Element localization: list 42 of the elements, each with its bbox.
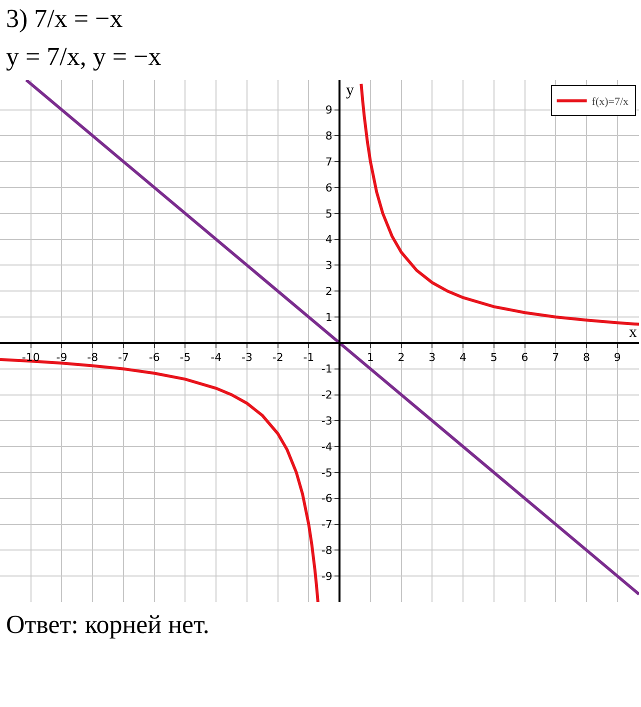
y-tick-label: 1 bbox=[325, 310, 332, 324]
y-tick-label: 2 bbox=[325, 284, 332, 298]
y-tick-label: -7 bbox=[321, 518, 332, 532]
y-tick-label: -3 bbox=[321, 414, 332, 428]
x-tick-label: 1 bbox=[366, 351, 374, 364]
x-tick-label: -9 bbox=[56, 351, 68, 364]
y-tick-label: 3 bbox=[325, 259, 332, 272]
x-tick-label: -6 bbox=[148, 351, 160, 364]
x-tick-label: 2 bbox=[398, 351, 405, 364]
x-tick-label: -3 bbox=[241, 351, 252, 364]
x-tick-label: 7 bbox=[552, 351, 560, 364]
x-tick-label: -5 bbox=[180, 351, 191, 364]
y-tick-label: 8 bbox=[325, 130, 332, 143]
x-tick-label: 3 bbox=[428, 351, 436, 364]
y-tick-label: -2 bbox=[321, 388, 332, 402]
x-tick-label: -8 bbox=[87, 351, 98, 364]
x-tick-label: 5 bbox=[490, 351, 498, 364]
x-tick-label: -1 bbox=[303, 351, 314, 364]
x-tick-label: 6 bbox=[521, 351, 528, 364]
y-tick-label: 6 bbox=[325, 181, 332, 194]
legend-label: f(x)=7/x bbox=[592, 96, 630, 108]
y-tick-label: 7 bbox=[325, 155, 332, 168]
x-tick-label: -4 bbox=[210, 351, 222, 364]
x-tick-label: 8 bbox=[583, 351, 590, 364]
y-tick-label: -8 bbox=[321, 544, 332, 558]
x-tick-label: -7 bbox=[118, 351, 129, 364]
y-tick-label: 9 bbox=[325, 104, 332, 117]
x-tick-label: -2 bbox=[272, 351, 284, 364]
x-axis-title: x bbox=[629, 324, 637, 341]
y-tick-label: -4 bbox=[321, 440, 332, 454]
y-tick-label: -9 bbox=[321, 570, 332, 583]
y-tick-label: -5 bbox=[321, 466, 332, 480]
y-tick-label: -6 bbox=[321, 492, 332, 506]
y-tick-label: 5 bbox=[325, 207, 332, 220]
chart-title: 3) 7/x = −x bbox=[5, 3, 124, 35]
y-tick-label: -1 bbox=[321, 362, 332, 376]
chart-subtitle: y = 7/x, y = −x bbox=[5, 41, 162, 73]
x-tick-label: 9 bbox=[614, 351, 621, 364]
y-axis-title: y bbox=[346, 82, 354, 99]
y-tick-label: 4 bbox=[325, 233, 332, 246]
x-tick-label: 4 bbox=[460, 351, 467, 364]
text: Ответ: корней нет. bbox=[6, 610, 210, 640]
